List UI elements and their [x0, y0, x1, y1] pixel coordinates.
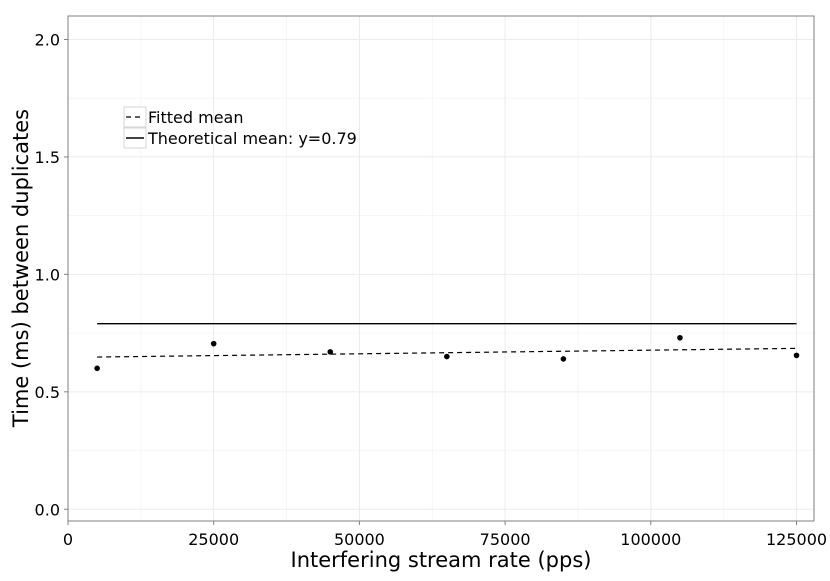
legend: Fitted mean Theoretical mean: y=0.79 — [123, 106, 357, 149]
y-axis-ticks: 0.0 0.5 1.0 1.5 2.0 — [35, 30, 68, 519]
data-point — [560, 356, 567, 362]
legend-label-fitted-mean: Fitted mean — [148, 108, 244, 127]
major-grid — [67, 16, 814, 521]
y-axis-title: Time (ms) between duplicates — [9, 109, 33, 428]
y-tick-label: 0.0 — [35, 500, 60, 519]
y-tick-label: 1.5 — [35, 148, 60, 167]
x-axis-title: Interfering stream rate (pps) — [291, 548, 592, 572]
x-axis-ticks: 0 25000 50000 75000 100000 125000 — [63, 521, 827, 549]
y-tick-label: 1.0 — [35, 265, 60, 284]
data-point — [444, 353, 450, 360]
x-tick-label: 75000 — [480, 530, 531, 549]
x-tick-label: 50000 — [334, 530, 385, 549]
data-point — [793, 352, 800, 359]
legend-label-theoretical-mean: Theoretical mean: y=0.79 — [147, 129, 357, 148]
x-tick-label: 0 — [63, 530, 73, 549]
x-tick-label: 125000 — [766, 530, 827, 549]
data-points — [94, 334, 800, 372]
y-tick-label: 2.0 — [35, 30, 60, 49]
x-tick-label: 25000 — [188, 530, 239, 549]
series-lines — [97, 322, 797, 358]
plot-border — [67, 15, 815, 522]
data-point — [210, 340, 217, 347]
x-tick-label: 100000 — [620, 530, 681, 549]
data-point — [94, 365, 100, 372]
y-tick-label: 0.5 — [35, 383, 60, 402]
plot-panel — [68, 16, 814, 521]
data-point — [327, 349, 334, 355]
minor-grid — [68, 16, 814, 521]
data-point — [677, 334, 683, 341]
